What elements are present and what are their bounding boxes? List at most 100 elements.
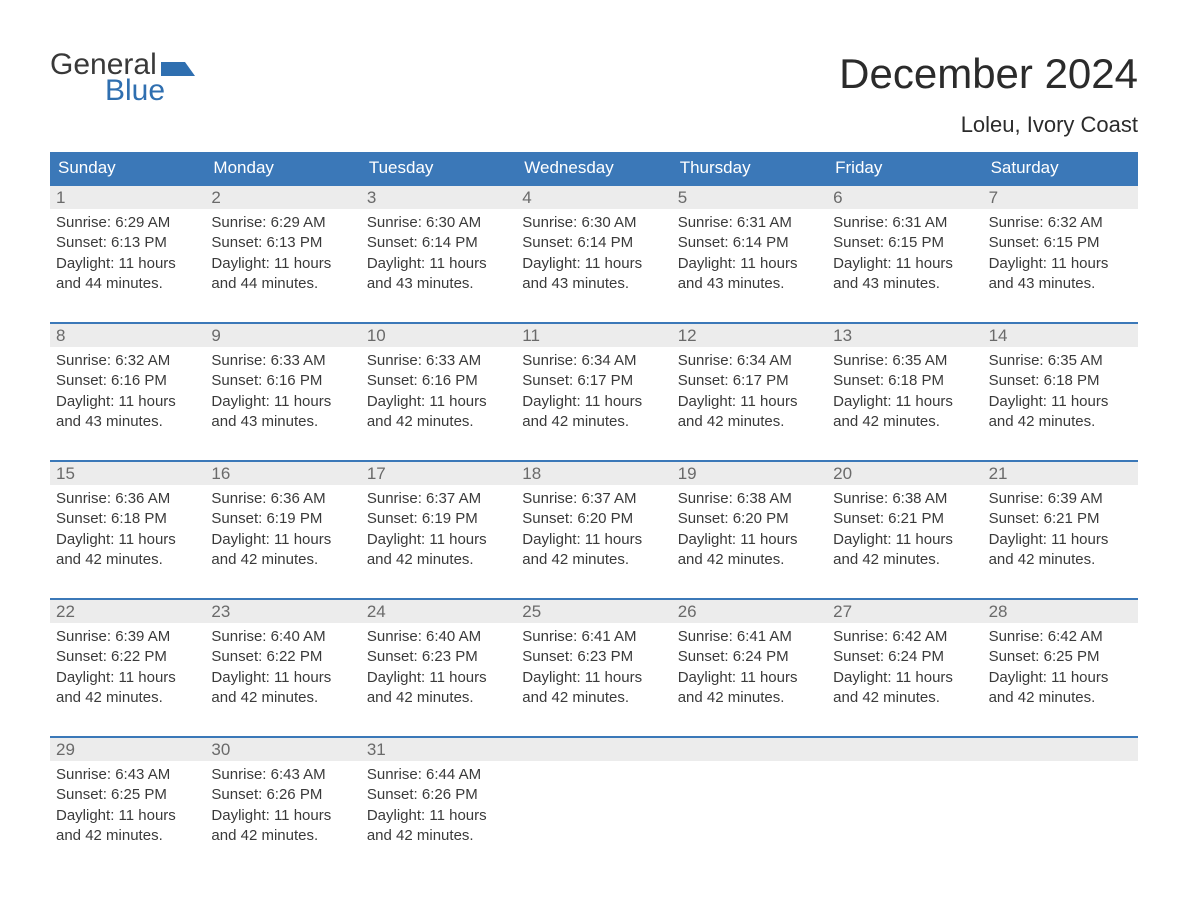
day-details: Sunrise: 6:30 AMSunset: 6:14 PMDaylight:… <box>516 209 671 298</box>
day-number: 9 <box>205 324 360 347</box>
sunset-text: Sunset: 6:23 PM <box>522 647 667 667</box>
day-cell: 28Sunrise: 6:42 AMSunset: 6:25 PMDayligh… <box>983 600 1138 720</box>
day-number: 19 <box>672 462 827 485</box>
calendar-week: 29Sunrise: 6:43 AMSunset: 6:25 PMDayligh… <box>50 736 1138 858</box>
day-number <box>827 738 982 761</box>
sunset-text: Sunset: 6:21 PM <box>989 509 1134 529</box>
daylight-text-cont: and 42 minutes. <box>522 688 667 708</box>
daylight-text: Daylight: 11 hours <box>211 530 356 550</box>
day-details: Sunrise: 6:30 AMSunset: 6:14 PMDaylight:… <box>361 209 516 298</box>
daylight-text: Daylight: 11 hours <box>833 530 978 550</box>
day-of-week-header: Sunday Monday Tuesday Wednesday Thursday… <box>50 152 1138 184</box>
day-cell: 27Sunrise: 6:42 AMSunset: 6:24 PMDayligh… <box>827 600 982 720</box>
day-details: Sunrise: 6:42 AMSunset: 6:25 PMDaylight:… <box>983 623 1138 712</box>
daylight-text: Daylight: 11 hours <box>522 392 667 412</box>
day-cell <box>516 738 671 858</box>
sunrise-text: Sunrise: 6:42 AM <box>989 627 1134 647</box>
day-details: Sunrise: 6:41 AMSunset: 6:23 PMDaylight:… <box>516 623 671 712</box>
daylight-text: Daylight: 11 hours <box>211 392 356 412</box>
daylight-text: Daylight: 11 hours <box>211 806 356 826</box>
sunrise-text: Sunrise: 6:41 AM <box>522 627 667 647</box>
daylight-text-cont: and 42 minutes. <box>211 688 356 708</box>
day-number: 12 <box>672 324 827 347</box>
sunset-text: Sunset: 6:18 PM <box>989 371 1134 391</box>
day-number: 10 <box>361 324 516 347</box>
daylight-text-cont: and 42 minutes. <box>56 826 201 846</box>
day-cell: 20Sunrise: 6:38 AMSunset: 6:21 PMDayligh… <box>827 462 982 582</box>
daylight-text: Daylight: 11 hours <box>522 254 667 274</box>
day-number: 14 <box>983 324 1138 347</box>
sunset-text: Sunset: 6:26 PM <box>211 785 356 805</box>
day-details: Sunrise: 6:42 AMSunset: 6:24 PMDaylight:… <box>827 623 982 712</box>
sunset-text: Sunset: 6:14 PM <box>522 233 667 253</box>
daylight-text-cont: and 42 minutes. <box>678 550 823 570</box>
day-details: Sunrise: 6:44 AMSunset: 6:26 PMDaylight:… <box>361 761 516 850</box>
daylight-text-cont: and 43 minutes. <box>833 274 978 294</box>
dow-friday: Friday <box>827 152 982 184</box>
dow-sunday: Sunday <box>50 152 205 184</box>
sunrise-text: Sunrise: 6:39 AM <box>989 489 1134 509</box>
daylight-text: Daylight: 11 hours <box>989 530 1134 550</box>
day-number: 15 <box>50 462 205 485</box>
day-number: 29 <box>50 738 205 761</box>
daylight-text-cont: and 42 minutes. <box>56 688 201 708</box>
daylight-text-cont: and 43 minutes. <box>989 274 1134 294</box>
daylight-text: Daylight: 11 hours <box>56 254 201 274</box>
day-cell: 3Sunrise: 6:30 AMSunset: 6:14 PMDaylight… <box>361 186 516 306</box>
daylight-text-cont: and 42 minutes. <box>211 550 356 570</box>
sunrise-text: Sunrise: 6:38 AM <box>678 489 823 509</box>
day-cell: 1Sunrise: 6:29 AMSunset: 6:13 PMDaylight… <box>50 186 205 306</box>
calendar-week: 15 Sunrise: 6:36 AMSunset: 6:18 PM Dayligh… <box>50 460 1138 582</box>
daylight-text-cont: and 42 minutes. <box>367 688 512 708</box>
sunset-text: Sunset: 6:17 PM <box>678 371 823 391</box>
sunset-text: Sunset: 6:24 PM <box>678 647 823 667</box>
day-details: Sunrise: 6:32 AMSunset: 6:16 PMDaylight:… <box>50 347 205 436</box>
sunrise-text: Sunrise: 6:44 AM <box>367 765 512 785</box>
daylight-text: Daylight: 11 hours <box>989 668 1134 688</box>
day-cell: 10Sunrise: 6:33 AMSunset: 6:16 PMDayligh… <box>361 324 516 444</box>
daylight-text: Daylight: 11 hours <box>211 254 356 274</box>
day-cell <box>827 738 982 858</box>
daylight-text-cont: and 42 minutes. <box>989 550 1134 570</box>
dow-monday: Monday <box>205 152 360 184</box>
day-number: 13 <box>827 324 982 347</box>
day-details: Sunrise: 6:36 AMSunset: 6:19 PMDaylight:… <box>205 485 360 574</box>
day-details: Sunrise: 6:43 AMSunset: 6:26 PMDaylight:… <box>205 761 360 850</box>
sunset-text: Sunset: 6:19 PM <box>367 509 512 529</box>
calendar: Sunday Monday Tuesday Wednesday Thursday… <box>50 152 1138 858</box>
day-details: Sunrise: 6:33 AMSunset: 6:16 PMDaylight:… <box>361 347 516 436</box>
day-number: 1 <box>50 186 205 209</box>
day-details: Sunrise: 6:29 AMSunset: 6:13 PMDaylight:… <box>50 209 205 298</box>
daylight-text: Daylight: 11 hours <box>211 668 356 688</box>
day-cell: 14Sunrise: 6:35 AMSunset: 6:18 PMDayligh… <box>983 324 1138 444</box>
day-details: Sunrise: 6:29 AMSunset: 6:13 PMDaylight:… <box>205 209 360 298</box>
daylight-text: Daylight: 11 hours <box>678 530 823 550</box>
day-cell: 31Sunrise: 6:44 AMSunset: 6:26 PMDayligh… <box>361 738 516 858</box>
daylight-text-cont: and 44 minutes. <box>56 274 201 294</box>
sunrise-text: Sunrise: 6:36 AM <box>56 489 201 509</box>
sunrise-text: Sunrise: 6:30 AM <box>367 213 512 233</box>
calendar-week: 8Sunrise: 6:32 AMSunset: 6:16 PMDaylight… <box>50 322 1138 444</box>
daylight-text: Daylight: 11 hours <box>989 254 1134 274</box>
daylight-text-cont: and 42 minutes. <box>367 550 512 570</box>
daylight-text-cont: and 42 minutes. <box>367 412 512 432</box>
sunset-text: Sunset: 6:16 PM <box>56 371 201 391</box>
sunset-text: Sunset: 6:18 PM <box>56 509 201 529</box>
daylight-text: Daylight: 11 hours <box>989 392 1134 412</box>
sunrise-text: Sunrise: 6:33 AM <box>211 351 356 371</box>
dow-saturday: Saturday <box>983 152 1138 184</box>
day-cell: 24Sunrise: 6:40 AMSunset: 6:23 PMDayligh… <box>361 600 516 720</box>
sunset-text: Sunset: 6:24 PM <box>833 647 978 667</box>
sunrise-text: Sunrise: 6:43 AM <box>211 765 356 785</box>
sunrise-text: Sunrise: 6:41 AM <box>678 627 823 647</box>
day-number: 7 <box>983 186 1138 209</box>
daylight-text-cont: and 43 minutes. <box>678 274 823 294</box>
day-cell <box>672 738 827 858</box>
day-details: Sunrise: 6:43 AMSunset: 6:25 PMDaylight:… <box>50 761 205 850</box>
day-cell: 11Sunrise: 6:34 AMSunset: 6:17 PMDayligh… <box>516 324 671 444</box>
day-number <box>516 738 671 761</box>
sunrise-text: Sunrise: 6:34 AM <box>522 351 667 371</box>
day-cell <box>983 738 1138 858</box>
sunset-text: Sunset: 6:13 PM <box>211 233 356 253</box>
sunset-text: Sunset: 6:22 PM <box>56 647 201 667</box>
